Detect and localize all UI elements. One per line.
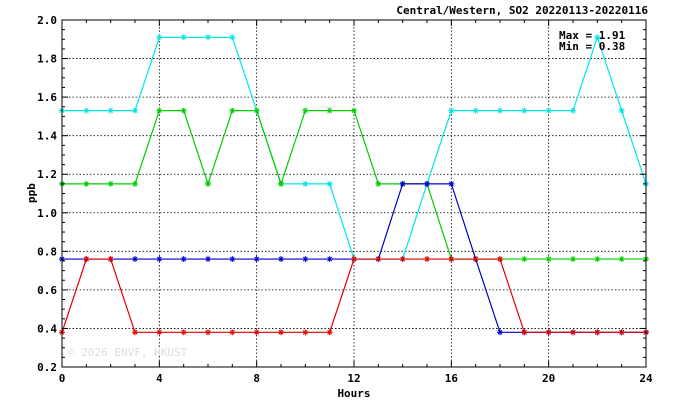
ticks: 0 4 8 12 16 20 24 0.2 0.4 0.6 0.8 1.0 1.2 1.4 1.6 1.8 2.…	[37, 14, 653, 385]
data-point	[326, 329, 333, 336]
y-tick-label: 1.2	[37, 168, 57, 181]
data-point	[180, 256, 187, 263]
data-point	[521, 329, 528, 336]
x-tick-label: 20	[542, 372, 555, 385]
data-point	[278, 256, 284, 263]
data-point	[351, 256, 357, 263]
data-point	[497, 256, 503, 263]
data-point	[180, 34, 187, 41]
data-point	[132, 180, 138, 187]
data-point	[570, 256, 576, 263]
data-point	[448, 180, 455, 187]
grid	[62, 20, 646, 367]
data-point	[83, 180, 90, 187]
data-point	[83, 256, 90, 263]
data-point	[399, 180, 406, 187]
y-tick-label: 0.8	[37, 245, 57, 258]
data-point	[545, 107, 552, 114]
data-point	[229, 107, 236, 114]
y-tick-label: 1.0	[37, 207, 57, 220]
data-point	[229, 329, 236, 336]
data-point	[156, 256, 163, 263]
data-point	[205, 180, 211, 187]
data-point	[180, 329, 187, 336]
data-point	[107, 256, 114, 263]
y-tick-label: 0.2	[37, 361, 57, 374]
data-point	[205, 256, 211, 263]
data-point	[497, 107, 503, 114]
series-layer	[59, 34, 649, 336]
x-tick-label: 8	[253, 372, 260, 385]
data-point	[302, 107, 309, 114]
data-point	[132, 256, 138, 263]
data-point	[156, 107, 163, 114]
data-point	[83, 107, 90, 114]
data-point	[278, 180, 284, 187]
data-point	[618, 256, 625, 263]
data-point	[253, 107, 260, 114]
data-point	[521, 107, 528, 114]
data-point	[618, 329, 625, 336]
data-point	[472, 256, 479, 263]
data-point	[375, 256, 382, 263]
data-point	[132, 329, 138, 336]
data-point	[156, 329, 163, 336]
data-point	[570, 107, 576, 114]
data-point	[278, 329, 284, 336]
x-axis-label: Hours	[337, 387, 370, 400]
data-point	[448, 256, 455, 263]
data-point	[497, 329, 503, 336]
data-point	[205, 329, 211, 336]
data-point	[180, 107, 187, 114]
data-point	[521, 256, 528, 263]
x-tick-label: 24	[639, 372, 653, 385]
data-point	[253, 256, 260, 263]
data-point	[205, 34, 211, 41]
data-point	[253, 329, 260, 336]
y-tick-label: 1.6	[37, 91, 57, 104]
data-point	[302, 256, 309, 263]
data-point	[570, 329, 576, 336]
data-point	[326, 107, 333, 114]
y-tick-label: 1.4	[37, 130, 57, 143]
data-point	[229, 34, 236, 41]
y-axis-label: ppb	[25, 183, 38, 203]
data-point	[107, 107, 114, 114]
data-point	[448, 107, 455, 114]
y-tick-label: 0.6	[37, 284, 57, 297]
x-tick-label: 12	[347, 372, 360, 385]
data-point	[156, 34, 163, 41]
max-label: Max = 1.91	[559, 29, 626, 42]
data-point	[594, 329, 601, 336]
data-point	[399, 256, 406, 263]
data-point	[472, 107, 479, 114]
x-tick-label: 4	[156, 372, 163, 385]
data-point	[302, 180, 309, 187]
chart-title: Central/Western, SO2 20220113-20220116	[396, 4, 648, 17]
y-tick-label: 0.4	[37, 322, 57, 335]
data-point	[545, 329, 552, 336]
data-point	[107, 180, 114, 187]
y-tick-label: 2.0	[37, 14, 57, 27]
data-point	[594, 34, 601, 41]
data-point	[302, 329, 309, 336]
data-point	[424, 180, 430, 187]
data-point	[618, 107, 625, 114]
data-point	[594, 256, 601, 263]
data-point	[545, 256, 552, 263]
y-tick-label: 1.8	[37, 53, 57, 66]
series-line-1	[62, 35, 647, 260]
min-label: Min = 0.38	[559, 40, 625, 53]
data-point	[132, 107, 138, 114]
data-point	[229, 256, 236, 263]
watermark: © 2026 ENVF, HKUST	[68, 346, 188, 359]
x-tick-label: 0	[59, 372, 66, 385]
data-point	[326, 256, 333, 263]
data-point	[424, 256, 430, 263]
data-point	[375, 180, 382, 187]
data-point	[351, 107, 357, 114]
data-point	[326, 180, 333, 187]
x-tick-label: 16	[445, 372, 459, 385]
